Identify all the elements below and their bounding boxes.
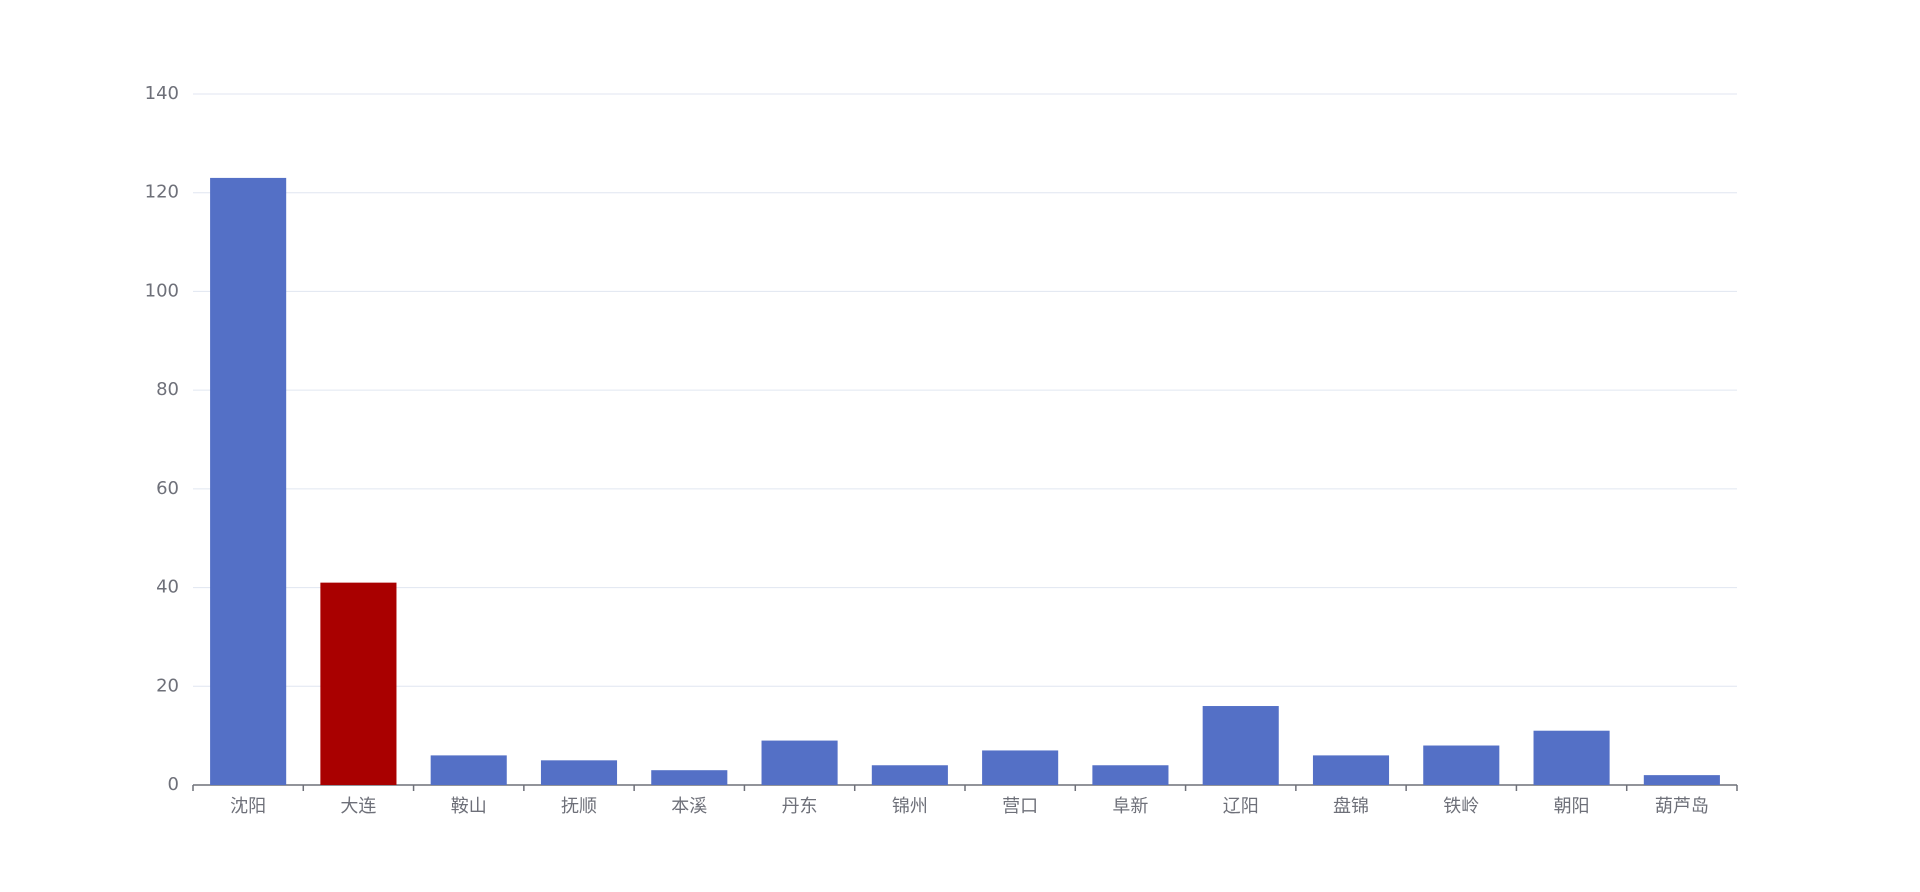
x-tick-label: 朝阳 (1554, 796, 1590, 817)
bar (761, 740, 838, 785)
y-tick-label: 140 (145, 83, 179, 104)
bar (651, 770, 728, 785)
bar (210, 177, 287, 785)
x-tick-label: 丹东 (782, 796, 818, 817)
bar (1202, 706, 1279, 785)
bar (871, 765, 948, 785)
bar (430, 755, 507, 785)
x-tick-label: 营口 (1002, 796, 1038, 817)
bar (1533, 730, 1610, 785)
x-tick-label: 鞍山 (451, 796, 487, 817)
y-tick-label: 0 (168, 774, 179, 795)
x-tick-label: 沈阳 (230, 796, 266, 817)
bar (1092, 765, 1169, 785)
x-tick-label: 阜新 (1112, 796, 1148, 817)
x-tick-label: 锦州 (892, 796, 928, 817)
x-tick-label: 铁岭 (1443, 796, 1479, 817)
x-tick-label: 本溪 (671, 796, 707, 817)
bar (320, 582, 397, 785)
x-tick-label: 葫芦岛 (1655, 796, 1709, 817)
y-tick-label: 100 (145, 280, 179, 301)
bar (540, 760, 618, 785)
bar (982, 750, 1059, 785)
bar (1312, 755, 1390, 785)
y-tick-label: 80 (156, 379, 179, 400)
x-tick-label: 辽阳 (1223, 796, 1259, 817)
y-tick-label: 120 (145, 182, 179, 203)
y-tick-label: 40 (156, 577, 179, 598)
y-tick-label: 60 (156, 478, 179, 499)
bar (1423, 745, 1500, 785)
x-tick-label: 大连 (340, 796, 376, 817)
y-tick-label: 20 (156, 675, 179, 696)
bar (1643, 775, 1720, 785)
x-tick-label: 抚顺 (561, 796, 597, 817)
x-tick-label: 盘锦 (1333, 796, 1369, 817)
